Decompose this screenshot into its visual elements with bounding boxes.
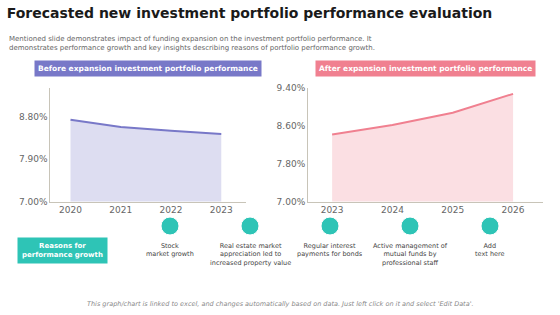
svg-text:2023: 2023 (210, 205, 233, 215)
svg-text:Before expansion investment po: Before expansion investment portfolio pe… (38, 64, 258, 73)
svg-text:Mentioned slide demonstrates i: Mentioned slide demonstrates impact of f… (9, 35, 375, 52)
svg-text:2024: 2024 (381, 205, 404, 215)
svg-text:After expansion investment por: After expansion investment portfolio per… (319, 64, 532, 73)
svg-text:2022: 2022 (160, 205, 183, 215)
svg-text:2026: 2026 (502, 205, 525, 215)
svg-text:7.80%: 7.80% (277, 159, 306, 169)
svg-text:Active management ofmutual fun: Active management ofmutual funds byprofe… (373, 242, 448, 267)
svg-text:7.90%: 7.90% (19, 154, 48, 164)
svg-text:Forecasted new investment port: Forecasted new investment portfolio perf… (7, 5, 493, 21)
svg-text:9.40%: 9.40% (277, 83, 306, 93)
svg-text:Real estate marketappreciation: Real estate marketappreciation led toinc… (210, 242, 291, 267)
svg-text:7.00%: 7.00% (19, 197, 48, 207)
svg-text:8.80%: 8.80% (19, 112, 48, 122)
svg-text:2020: 2020 (59, 205, 82, 215)
svg-text:2021: 2021 (109, 205, 132, 215)
svg-text:Reasons forperformance growth: Reasons forperformance growth (22, 242, 103, 259)
svg-text:7.00%: 7.00% (277, 197, 306, 207)
svg-text:Stockmarket growth: Stockmarket growth (146, 242, 194, 258)
svg-text:2023: 2023 (321, 205, 344, 215)
svg-text:2025: 2025 (441, 205, 464, 215)
svg-text:Addtext here: Addtext here (475, 242, 505, 258)
svg-text:Regular interestpayments for b: Regular interestpayments for bonds (297, 242, 363, 258)
svg-text:This graph/chart is linked to: This graph/chart is linked to excel, and… (87, 300, 474, 308)
svg-text:8.60%: 8.60% (277, 121, 306, 131)
